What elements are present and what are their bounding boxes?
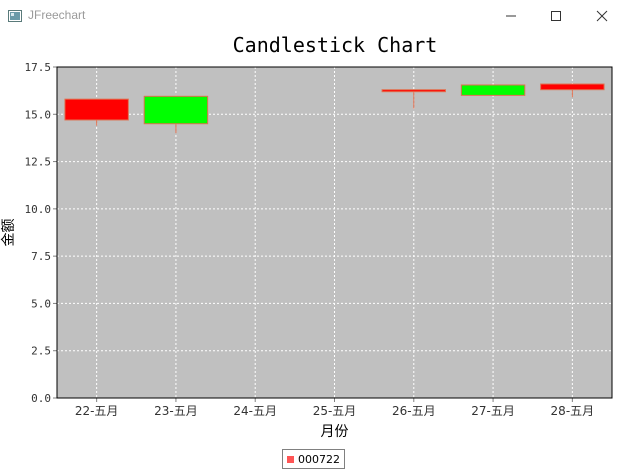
window-title: JFreechart bbox=[28, 8, 86, 22]
x-tick-label: 26-五月 bbox=[392, 404, 436, 418]
x-tick-label: 28-五月 bbox=[551, 404, 595, 418]
y-tick-label: 7.5 bbox=[31, 250, 51, 263]
y-tick-label: 10.0 bbox=[25, 203, 52, 216]
y-tick-label: 17.5 bbox=[25, 61, 52, 74]
y-tick-label: 12.5 bbox=[25, 156, 52, 169]
candle-body bbox=[540, 83, 605, 91]
minimize-button[interactable] bbox=[488, 0, 534, 31]
candle-body bbox=[64, 98, 129, 121]
java-app-icon bbox=[8, 10, 22, 22]
x-tick-label: 23-五月 bbox=[154, 404, 198, 418]
candle-body bbox=[143, 95, 209, 125]
x-tick-label: 25-五月 bbox=[313, 404, 357, 418]
y-tick-label: 2.5 bbox=[31, 345, 51, 358]
candle-body bbox=[381, 89, 447, 93]
minimize-icon bbox=[506, 15, 516, 17]
x-tick-label: 24-五月 bbox=[233, 404, 277, 418]
y-axis-label: 金额 bbox=[1, 219, 17, 247]
legend-label: 000722 bbox=[298, 452, 340, 466]
y-tick-label: 15.0 bbox=[25, 108, 52, 121]
x-axis-label: 月份 bbox=[321, 424, 349, 440]
chart-panel: Candlestick Chart 0.0 2.5 5.0 7.5 10.0 12.5 15… bbox=[0, 31, 626, 471]
close-button[interactable] bbox=[579, 0, 625, 31]
chart-title: Candlestick Chart bbox=[232, 33, 438, 57]
y-tick-label: 0.0 bbox=[31, 392, 51, 405]
x-tick-label: 27-五月 bbox=[471, 404, 515, 418]
legend-swatch bbox=[287, 455, 294, 463]
candle-body bbox=[460, 84, 526, 96]
x-tick-label: 22-五月 bbox=[75, 404, 119, 418]
maximize-button[interactable] bbox=[533, 0, 579, 31]
plot-border bbox=[56, 66, 613, 399]
candlestick-chart: 0.0 2.5 5.0 7.5 10.0 12.5 15.0 17.5 22-五月 23-五月 24… bbox=[1, 61, 613, 440]
maximize-icon bbox=[551, 11, 561, 21]
legend: 000722 bbox=[282, 449, 345, 469]
y-tick-label: 5.0 bbox=[31, 297, 51, 310]
window-titlebar: JFreechart bbox=[0, 0, 626, 31]
close-icon bbox=[596, 10, 608, 22]
